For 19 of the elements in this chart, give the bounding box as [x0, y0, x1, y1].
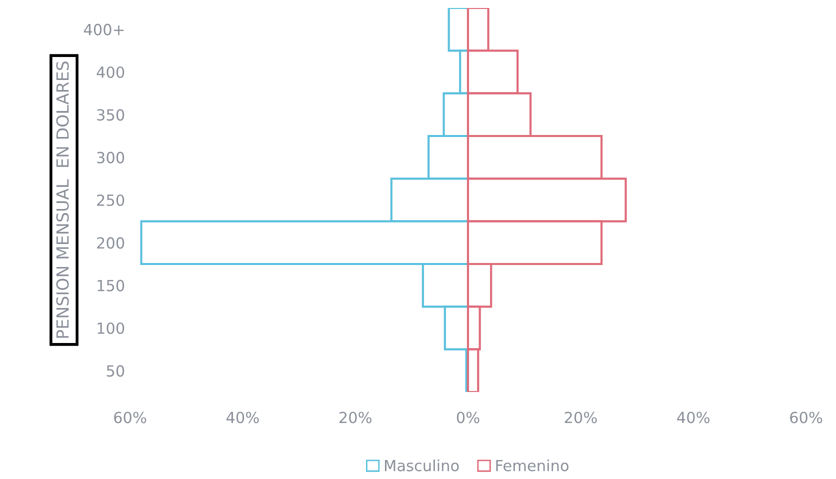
legend-label: Femenino [496, 460, 568, 472]
y-tick-label: 350 [97, 109, 124, 121]
x-tick-label: 60% [114, 412, 146, 424]
x-tick-label: 40% [226, 412, 259, 424]
y-tick-label: 400 [96, 66, 124, 78]
y-tick-label: 200 [97, 237, 124, 249]
y-tick-label: 400+ [84, 24, 124, 36]
legend-label: Masculino [384, 460, 459, 472]
y-tick-label: 50 [106, 365, 124, 377]
y-tick-label: 150 [98, 280, 124, 292]
x-tick-label: 0% [456, 412, 480, 424]
x-tick-label: 20% [339, 412, 372, 424]
y-axis-title: PENSION MENSUAL EN DOLARES [56, 62, 69, 338]
x-tick-label: 60% [790, 412, 822, 424]
y-tick-label: 100 [98, 322, 124, 334]
x-tick-label: 40% [677, 412, 710, 424]
y-tick-label: 300 [97, 152, 124, 164]
x-tick-label: 20% [564, 412, 597, 424]
y-tick-label: 250 [97, 194, 124, 206]
